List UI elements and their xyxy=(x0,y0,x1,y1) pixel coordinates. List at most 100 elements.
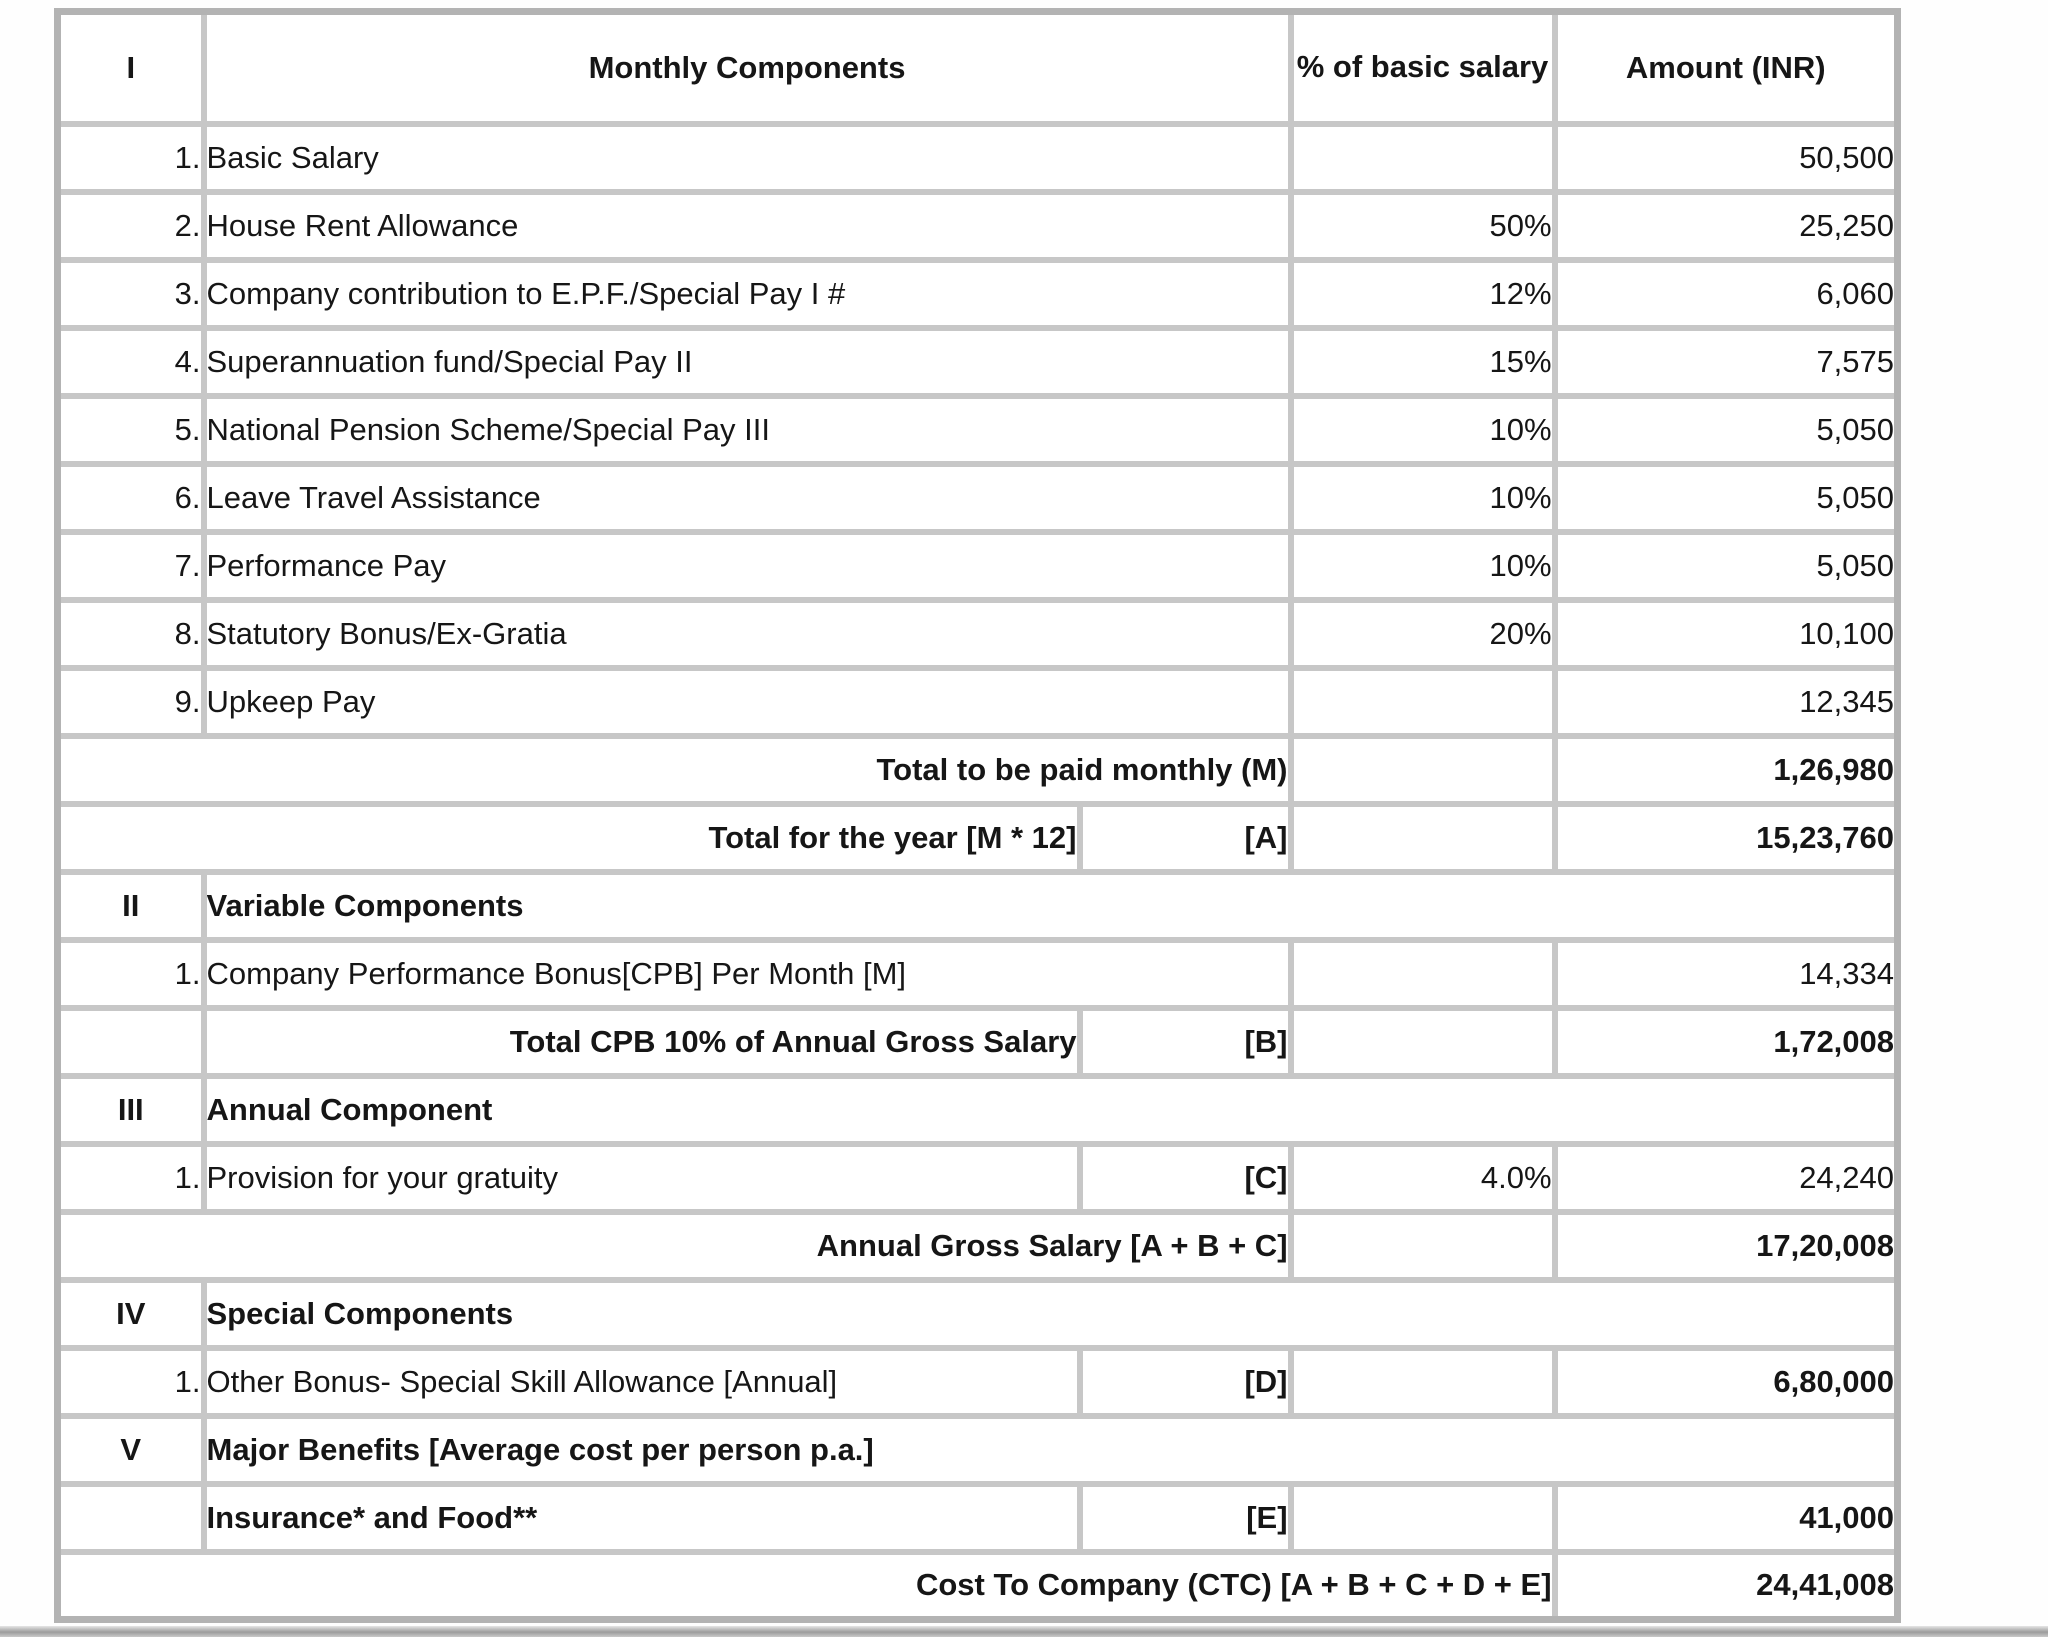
table-row-superannuation-fund: 4. Superannuation fund/Special Pay II 15… xyxy=(54,324,1901,399)
ctc-label-cell: Cost To Company (CTC) [A + B + C + D + E… xyxy=(54,1548,1558,1623)
total-year-amount-cell: 15,23,760 xyxy=(1551,800,1901,875)
percent-value-cell: 10% xyxy=(1287,460,1558,535)
table-row-cost-to-company: Cost To Company (CTC) [A + B + C + D + E… xyxy=(54,1548,1901,1623)
component-label-cell: Basic Salary xyxy=(200,120,1294,195)
section-row-major-benefits: V Major Benefits [Average cost per perso… xyxy=(54,1412,1901,1487)
salary-structure-table: I Monthly Components % of basic salary A… xyxy=(54,8,1902,1623)
table-row-national-pension-scheme: 5. National Pension Scheme/Special Pay I… xyxy=(54,392,1901,467)
percent-value-cell xyxy=(1287,1208,1558,1283)
row-number-cell: 2. xyxy=(54,188,207,263)
row-number-cell: 8. xyxy=(54,596,207,671)
component-label-cell: Other Bonus- Special Skill Allowance [An… xyxy=(200,1344,1083,1419)
total-monthly-label-cell: Total to be paid monthly (M) xyxy=(54,732,1294,807)
row-number-cell: 1. xyxy=(54,1344,207,1419)
percent-value-cell: 15% xyxy=(1287,324,1558,399)
percent-value-cell: 10% xyxy=(1287,392,1558,467)
total-year-tag-cell: [A] xyxy=(1076,800,1294,875)
section-row-special-components: IV Special Components xyxy=(54,1276,1901,1351)
component-label-cell: Company contribution to E.P.F./Special P… xyxy=(200,256,1294,331)
header-percent-cell: % of basic salary xyxy=(1287,8,1558,127)
component-label-cell: Insurance* and Food** xyxy=(200,1480,1083,1555)
percent-value-cell xyxy=(1287,1344,1558,1419)
row-number-cell: 4. xyxy=(54,324,207,399)
component-label-cell: Company Performance Bonus[CPB] Per Month… xyxy=(200,936,1294,1011)
table-row-statutory-bonus: 8. Statutory Bonus/Ex-Gratia 20% 10,100 xyxy=(54,596,1901,671)
total-cpb-label-cell: Total CPB 10% of Annual Gross Salary xyxy=(200,1004,1083,1079)
table-row-basic-salary: 1. Basic Salary 50,500 xyxy=(54,120,1901,195)
amount-value-cell: 25,250 xyxy=(1551,188,1901,263)
table-row-insurance-food: Insurance* and Food** [E] 41,000 xyxy=(54,1480,1901,1555)
amount-value-cell: 5,050 xyxy=(1551,392,1901,467)
row-number-cell: 1. xyxy=(54,1140,207,1215)
amount-value-cell: 41,000 xyxy=(1551,1480,1901,1555)
row-number-cell xyxy=(54,1480,207,1555)
table-row-annual-gross-salary: Annual Gross Salary [A + B + C] 17,20,00… xyxy=(54,1208,1901,1283)
row-number-cell: 5. xyxy=(54,392,207,467)
amount-value-cell: 14,334 xyxy=(1551,936,1901,1011)
table-row-total-monthly: Total to be paid monthly (M) 1,26,980 xyxy=(54,732,1901,807)
table-header-row: I Monthly Components % of basic salary A… xyxy=(54,8,1901,127)
percent-value-cell xyxy=(1287,800,1558,875)
amount-value-cell: 12,345 xyxy=(1551,664,1901,739)
amount-value-cell: 50,500 xyxy=(1551,120,1901,195)
amount-value-cell: 7,575 xyxy=(1551,324,1901,399)
section-number-cell: II xyxy=(54,868,207,943)
section-number-cell: III xyxy=(54,1072,207,1147)
section-number-cell: V xyxy=(54,1412,207,1487)
scan-shadow xyxy=(0,1626,2048,1637)
amount-value-cell: 24,240 xyxy=(1551,1140,1901,1215)
insurance-tag-cell: [E] xyxy=(1076,1480,1294,1555)
percent-value-cell: 10% xyxy=(1287,528,1558,603)
component-label-cell: Statutory Bonus/Ex-Gratia xyxy=(200,596,1294,671)
table-row-house-rent-allowance: 2. House Rent Allowance 50% 25,250 xyxy=(54,188,1901,263)
header-amount-cell: Amount (INR) xyxy=(1551,8,1901,127)
total-year-label-cell: Total for the year [M * 12] xyxy=(54,800,1083,875)
component-label-cell: Upkeep Pay xyxy=(200,664,1294,739)
component-label-cell: House Rent Allowance xyxy=(200,188,1294,263)
percent-value-cell xyxy=(1287,664,1558,739)
table-row-total-cpb: Total CPB 10% of Annual Gross Salary [B]… xyxy=(54,1004,1901,1079)
total-cpb-amount-cell: 1,72,008 xyxy=(1551,1004,1901,1079)
table-row-epf-special-pay-1: 3. Company contribution to E.P.F./Specia… xyxy=(54,256,1901,331)
table-row-cpb-per-month: 1. Company Performance Bonus[CPB] Per Mo… xyxy=(54,936,1901,1011)
section-title-cell: Annual Component xyxy=(200,1072,1901,1147)
table-row-total-year: Total for the year [M * 12] [A] 15,23,76… xyxy=(54,800,1901,875)
percent-value-cell xyxy=(1287,120,1558,195)
percent-value-cell xyxy=(1287,1480,1558,1555)
annual-gross-label-cell: Annual Gross Salary [A + B + C] xyxy=(54,1208,1294,1283)
percent-value-cell: 20% xyxy=(1287,596,1558,671)
table-row-leave-travel-assistance: 6. Leave Travel Assistance 10% 5,050 xyxy=(54,460,1901,535)
section-number-cell: IV xyxy=(54,1276,207,1351)
table-row-performance-pay: 7. Performance Pay 10% 5,050 xyxy=(54,528,1901,603)
component-label-cell: National Pension Scheme/Special Pay III xyxy=(200,392,1294,467)
row-number-cell: 9. xyxy=(54,664,207,739)
total-monthly-amount-cell: 1,26,980 xyxy=(1551,732,1901,807)
table-row-other-bonus: 1. Other Bonus- Special Skill Allowance … xyxy=(54,1344,1901,1419)
annual-gross-amount-cell: 17,20,008 xyxy=(1551,1208,1901,1283)
percent-value-cell: 50% xyxy=(1287,188,1558,263)
gratuity-tag-cell: [C] xyxy=(1076,1140,1294,1215)
amount-value-cell: 6,80,000 xyxy=(1551,1344,1901,1419)
row-number-cell xyxy=(54,1004,207,1079)
component-label-cell: Performance Pay xyxy=(200,528,1294,603)
amount-value-cell: 5,050 xyxy=(1551,460,1901,535)
percent-value-cell: 4.0% xyxy=(1287,1140,1558,1215)
percent-value-cell: 12% xyxy=(1287,256,1558,331)
percent-value-cell xyxy=(1287,732,1558,807)
percent-value-cell xyxy=(1287,936,1558,1011)
component-label-cell: Leave Travel Assistance xyxy=(200,460,1294,535)
header-section-cell: I xyxy=(54,8,207,127)
section-title-cell: Special Components xyxy=(200,1276,1901,1351)
section-row-annual-component: III Annual Component xyxy=(54,1072,1901,1147)
amount-value-cell: 6,060 xyxy=(1551,256,1901,331)
section-title-cell: Variable Components xyxy=(200,868,1901,943)
section-row-variable-components: II Variable Components xyxy=(54,868,1901,943)
table-row-upkeep-pay: 9. Upkeep Pay 12,345 xyxy=(54,664,1901,739)
row-number-cell: 1. xyxy=(54,936,207,1011)
header-monthly-components-cell: Monthly Components xyxy=(200,8,1294,127)
component-label-cell: Provision for your gratuity xyxy=(200,1140,1083,1215)
component-label-cell: Superannuation fund/Special Pay II xyxy=(200,324,1294,399)
section-title-cell: Major Benefits [Average cost per person … xyxy=(200,1412,1901,1487)
amount-value-cell: 10,100 xyxy=(1551,596,1901,671)
